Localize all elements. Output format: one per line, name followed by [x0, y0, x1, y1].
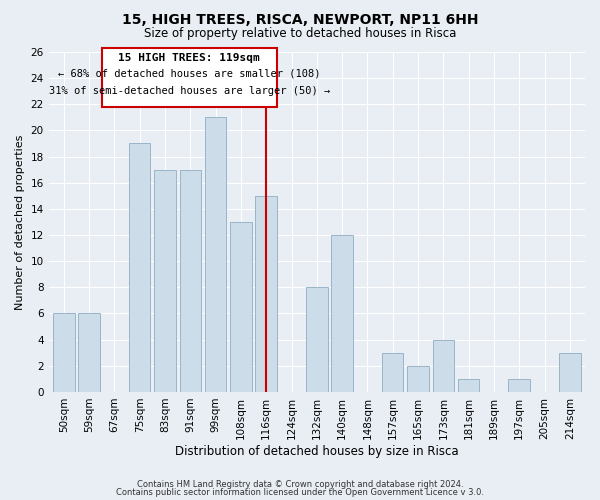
Bar — [179, 170, 201, 392]
X-axis label: Distribution of detached houses by size in Risca: Distribution of detached houses by size … — [175, 444, 458, 458]
Bar — [458, 379, 479, 392]
Bar — [230, 222, 251, 392]
Bar — [205, 118, 226, 392]
Text: Contains HM Land Registry data © Crown copyright and database right 2024.: Contains HM Land Registry data © Crown c… — [137, 480, 463, 489]
Bar — [559, 352, 581, 392]
Bar — [256, 196, 277, 392]
Text: ← 68% of detached houses are smaller (108): ← 68% of detached houses are smaller (10… — [58, 69, 320, 79]
Text: 15 HIGH TREES: 119sqm: 15 HIGH TREES: 119sqm — [118, 54, 260, 64]
Bar — [53, 314, 74, 392]
Bar — [433, 340, 454, 392]
Bar — [154, 170, 176, 392]
Bar — [382, 352, 403, 392]
Bar — [79, 314, 100, 392]
Text: Contains public sector information licensed under the Open Government Licence v : Contains public sector information licen… — [116, 488, 484, 497]
Bar — [508, 379, 530, 392]
Bar — [407, 366, 429, 392]
Text: Size of property relative to detached houses in Risca: Size of property relative to detached ho… — [144, 28, 456, 40]
FancyBboxPatch shape — [102, 48, 277, 107]
Bar — [331, 235, 353, 392]
Bar — [129, 144, 151, 392]
Bar — [306, 288, 328, 392]
Text: 31% of semi-detached houses are larger (50) →: 31% of semi-detached houses are larger (… — [49, 86, 330, 96]
Y-axis label: Number of detached properties: Number of detached properties — [15, 134, 25, 310]
Text: 15, HIGH TREES, RISCA, NEWPORT, NP11 6HH: 15, HIGH TREES, RISCA, NEWPORT, NP11 6HH — [122, 12, 478, 26]
